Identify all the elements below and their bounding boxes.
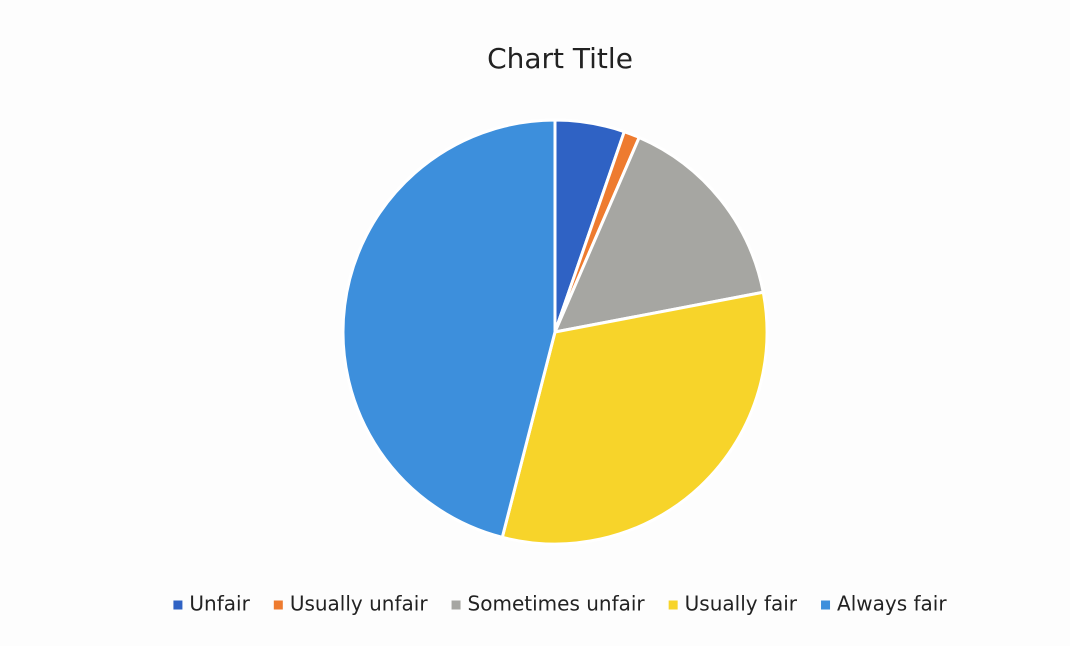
- legend-item: Sometimes unfair: [451, 592, 646, 616]
- pie: [341, 118, 769, 546]
- legend-label: Usually fair: [685, 592, 798, 616]
- legend-label: Always fair: [837, 592, 947, 616]
- legend-item: Always fair: [821, 592, 947, 616]
- legend-item: Usually fair: [668, 592, 798, 616]
- legend-swatch: [451, 600, 461, 610]
- legend-item: Unfair: [173, 592, 251, 616]
- chart-title: Chart Title: [487, 42, 633, 75]
- legend: Unfair Usually unfair Sometimes unfair Usua…: [173, 592, 947, 616]
- legend-label: Unfair: [189, 592, 250, 616]
- legend-swatch: [821, 600, 831, 610]
- pie-slice: [341, 118, 557, 539]
- legend-swatch: [273, 600, 283, 610]
- legend-swatch: [173, 600, 183, 610]
- legend-item: Usually unfair: [273, 592, 429, 616]
- pie-slice: [500, 290, 769, 546]
- legend-swatch: [668, 600, 678, 610]
- legend-label: Sometimes unfair: [468, 592, 646, 616]
- pie-slice: [553, 135, 765, 334]
- legend-label: Usually unfair: [290, 592, 429, 616]
